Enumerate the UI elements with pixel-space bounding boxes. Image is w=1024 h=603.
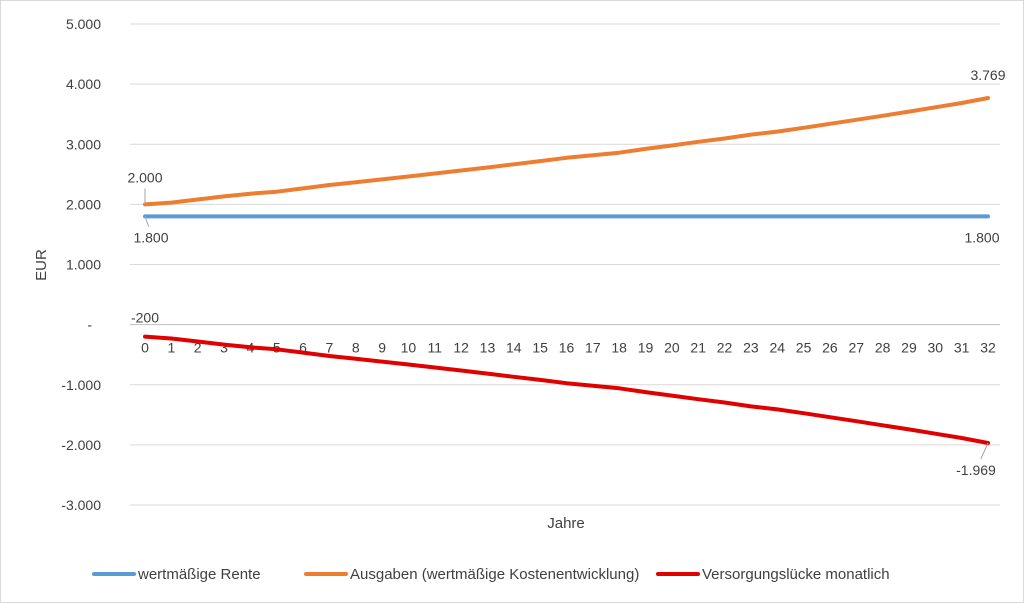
x-tick-label: 24: [769, 340, 785, 356]
x-tick-label: 0: [141, 340, 149, 356]
y-tick-label: 3.000: [66, 136, 101, 152]
legend: wertmäßige Rente Ausgaben (wertmäßige Kos…: [92, 566, 890, 583]
x-tick-label: 13: [480, 340, 496, 356]
y-tick-label: 4.000: [66, 76, 101, 92]
x-tick-label: 11: [428, 340, 443, 356]
data-label: -200: [131, 310, 159, 326]
legend-label-2: Versorgungslücke monatlich: [702, 566, 890, 583]
y-tick-label: -: [87, 317, 92, 333]
x-tick-label: 9: [378, 340, 386, 356]
x-tick-label: 2: [194, 340, 202, 356]
x-tick-label: 29: [901, 340, 917, 356]
legend-label-0: wertmäßige Rente: [137, 566, 261, 583]
data-label-leader: [144, 216, 150, 227]
x-tick-label: 30: [928, 340, 944, 356]
x-tick-label: 15: [532, 340, 548, 356]
x-tick-label: 22: [717, 340, 733, 356]
x-tick-label: 3: [220, 340, 228, 356]
x-tick-label: 28: [875, 340, 891, 356]
x-tick-label: 17: [585, 340, 601, 356]
data-label-leader: [980, 442, 989, 460]
data-label: 1.800: [133, 229, 168, 245]
x-tick-label: 26: [822, 340, 838, 356]
y-axis-title: EUR: [33, 249, 50, 281]
x-tick-label: 27: [848, 340, 864, 356]
data-label: 2.000: [127, 169, 162, 185]
legend-label-1: Ausgaben (wertmäßige Kostenentwicklung): [350, 566, 639, 583]
x-tick-label: 32: [980, 340, 996, 356]
y-axis-ticks: 5.000 4.000 3.000 2.000 1.000 - -1.000 -2.000 -3…: [61, 16, 101, 513]
x-tick-label: 16: [559, 340, 575, 356]
x-tick-label: 14: [506, 340, 522, 356]
x-tick-label: 10: [401, 340, 417, 356]
x-tick-label: 18: [611, 340, 627, 356]
data-label: 3.769: [970, 67, 1005, 83]
x-tick-label: 23: [743, 340, 759, 356]
data-labels: 2.000 1.800 -200 3.769 1.800 -1.969: [127, 67, 1005, 478]
series-lines: [143, 96, 990, 445]
x-tick-label: 8: [352, 340, 360, 356]
data-label: 1.800: [964, 229, 999, 245]
x-axis-title: Jahre: [547, 515, 585, 532]
y-tick-label: 2.000: [66, 196, 101, 212]
x-tick-label: 19: [638, 340, 654, 356]
x-tick-label: 31: [954, 340, 970, 356]
x-tick-label: 7: [326, 340, 334, 356]
x-axis-ticks: 0 1 2 3 4 5 6 7 8 9 10 11 12 13 14 15 16 17 18 19 20 21 22 23 24…: [141, 340, 996, 356]
series-line-2: [143, 334, 990, 445]
x-tick-label: 21: [690, 340, 706, 356]
x-tick-label: 20: [664, 340, 680, 356]
y-tick-label: -1.000: [61, 377, 101, 393]
x-tick-label: 6: [299, 340, 307, 356]
x-tick-label: 12: [453, 340, 469, 356]
data-label: -1.969: [956, 462, 996, 478]
gridlines: [130, 23, 1000, 506]
y-tick-label: -2.000: [61, 437, 101, 453]
x-tick-label: 25: [796, 340, 812, 356]
y-tick-label: 5.000: [66, 16, 101, 32]
series-line-1: [143, 96, 990, 207]
y-tick-label: -3.000: [61, 497, 101, 513]
y-tick-label: 1.000: [66, 257, 101, 273]
x-tick-label: 1: [167, 340, 175, 356]
